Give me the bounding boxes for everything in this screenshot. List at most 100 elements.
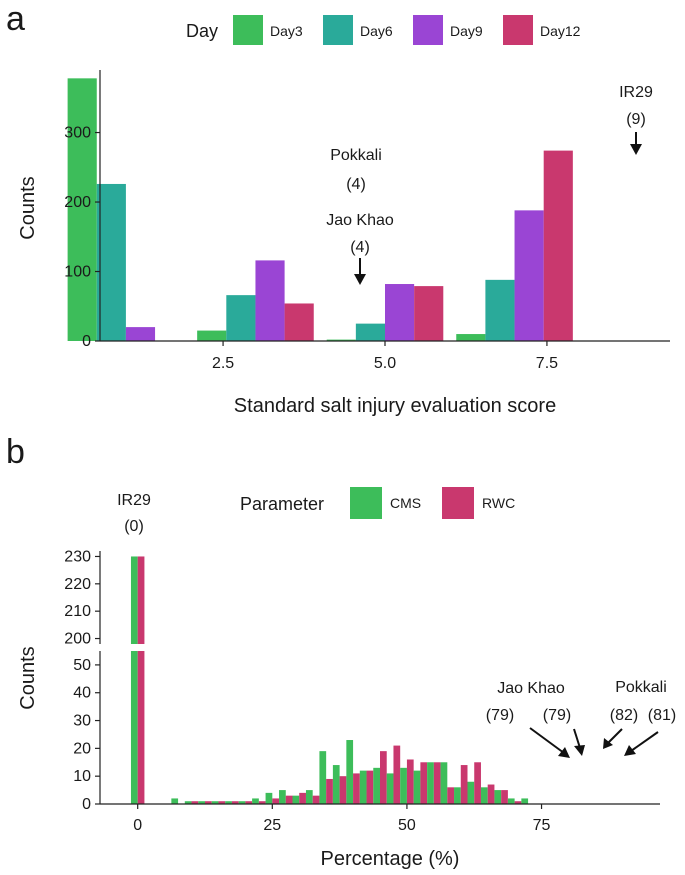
bar-cms-pct-65: [480, 787, 488, 804]
annot-jaokhao-b-arrow1: [529, 727, 565, 754]
bar-rwc-pct-0-lower: [137, 651, 145, 804]
bar-cms-pct-45: [373, 767, 380, 804]
annot-ir29-label: IR29: [619, 84, 653, 101]
bar-rwc-pct-55: [433, 762, 441, 804]
bar-rwc-pct-22.5: [258, 801, 266, 804]
bar-rwc-pct-60: [460, 765, 468, 804]
plot-b-ytick-label: 40: [73, 685, 91, 702]
plot-b-ytick-label: 50: [73, 657, 91, 674]
legend-day-title: Day: [186, 21, 218, 41]
bar-cms-pct-72.5: [521, 798, 529, 804]
bar-cms-pct-10: [184, 801, 192, 804]
bar-rwc-pct-57.5: [447, 787, 455, 804]
legend-swatch-day6: [323, 15, 353, 45]
annot-jaokhao-b-arrow2: [573, 728, 581, 749]
annot-ir29-arrowhead: [630, 144, 642, 155]
bar-rwc-pct-20: [245, 801, 253, 804]
bar-cms-pct-52.5: [413, 770, 421, 804]
bar-cms-pct-20: [238, 801, 246, 804]
bar-day3-score-7: [456, 334, 486, 341]
bar-cms-pct-60: [454, 787, 461, 804]
plot-a-ytick-label: 200: [64, 194, 91, 211]
legend-label-day9: Day9: [450, 23, 483, 39]
bar-rwc-pct-65: [487, 784, 495, 804]
plot-b-ylabel: Counts: [17, 646, 39, 709]
annot-jaokhao-a-label: Jao Khao: [326, 212, 394, 229]
panel-a-letter: a: [6, 0, 25, 38]
bar-cms-pct-17.5: [225, 801, 232, 804]
legend-parameter-title: Parameter: [240, 494, 324, 514]
bar-rwc-pct-50: [406, 759, 414, 804]
plot-b-xlabel: Percentage (%): [321, 848, 460, 870]
bar-rwc-pct-70: [514, 801, 522, 804]
annot-pokkali-b-arrow1: [607, 728, 623, 744]
plot-b-upper-ytick-label: 220: [64, 576, 91, 593]
bar-rwc-pct-67.5: [501, 790, 508, 804]
annot-pokkali-a-label: Pokkali: [330, 147, 382, 164]
plot-a-ylabel: Counts: [17, 176, 39, 239]
panel-b-letter: b: [6, 433, 25, 471]
annot-jaokhao-a-arrowhead: [354, 274, 366, 285]
annot-ir29-b-label: IR29: [117, 492, 151, 509]
bar-rwc-pct-37.5: [339, 776, 347, 804]
bar-cms-pct-37.5: [332, 765, 340, 804]
annot-pokkali-b-arrowhead2: [624, 745, 636, 756]
bar-rwc-pct-62.5: [474, 762, 481, 804]
bar-cms-pct-67.5: [494, 790, 502, 804]
legend-swatch-cms: [350, 487, 382, 519]
bar-day6-score-1: [96, 183, 126, 341]
legend-swatch-day9: [413, 15, 443, 45]
bar-rwc-pct-32.5: [312, 795, 320, 804]
plot-b-bars: [130, 556, 529, 804]
bar-day6-score-7: [485, 279, 515, 341]
legend-swatch-rwc: [442, 487, 474, 519]
bar-rwc-pct-15: [218, 801, 226, 804]
bar-cms-pct-40: [346, 740, 354, 804]
bar-cms-pct-0-lower: [130, 651, 138, 804]
plot-b-upper-ytick-label: 210: [64, 603, 91, 620]
plot-a-ytick-label: 100: [64, 264, 91, 281]
plot-b-xtick-label: 25: [263, 817, 281, 834]
plot-a: 0 100 200 300 2.5 5.0 7.5: [64, 70, 670, 372]
bar-rwc-pct-30: [299, 792, 306, 804]
annot-pokkali-b-value2: (81): [648, 707, 676, 724]
plot-b-xtick-label: 0: [133, 817, 142, 834]
plot-b-ticks: 0 10 20 30 40 50 200 210 220 230 0 25 50 75: [64, 548, 550, 834]
bar-rwc-pct-0-upper: [137, 556, 145, 644]
bar-day12-score-5: [414, 286, 444, 341]
plot-a-xtick-label: 5.0: [374, 355, 396, 372]
plot-a-xtick-label: 2.5: [212, 355, 234, 372]
plot-a-ytick-label: 300: [64, 125, 91, 142]
plot-b-upper-ytick-label: 200: [64, 631, 91, 648]
annot-jaokhao-b-value1: (79): [486, 707, 514, 724]
bar-rwc-pct-12.5: [205, 801, 212, 804]
bar-cms-pct-47.5: [386, 773, 394, 804]
bar-cms-pct-25: [265, 792, 273, 804]
plot-a-xlabel: Standard salt injury evaluation score: [234, 395, 556, 417]
bar-cms-pct-30: [292, 795, 300, 804]
plot-b-ytick-label: 20: [73, 740, 91, 757]
annot-pokkali-b-value1: (82): [610, 707, 638, 724]
bar-day12-score-3: [284, 303, 314, 341]
legend-day: Day Day3 Day6 Day9 Day12: [186, 15, 581, 45]
bar-day6-score-5: [355, 323, 385, 341]
plot-b-ytick-label: 10: [73, 768, 91, 785]
plot-a-ticks: 0 100 200 300 2.5 5.0 7.5: [64, 125, 558, 372]
bar-cms-pct-27.5: [279, 790, 286, 804]
plot-b-ytick-label: 30: [73, 713, 91, 730]
legend-swatch-day12: [503, 15, 533, 45]
annot-jaokhao-b-label: Jao Khao: [497, 680, 565, 697]
annot-ir29-value: (9): [626, 111, 646, 128]
bar-day12-score-7: [543, 150, 573, 341]
legend-label-cms: CMS: [390, 495, 421, 511]
plot-b-xtick-label: 75: [533, 817, 551, 834]
annot-ir29-b-value: (0): [124, 518, 144, 535]
bar-cms-pct-50: [400, 767, 407, 804]
bar-day3-score-5: [326, 339, 356, 341]
bar-day3-score-3: [197, 330, 227, 341]
bar-cms-pct-32.5: [305, 790, 313, 804]
bar-rwc-pct-52.5: [420, 762, 428, 804]
bar-cms-pct-57.5: [440, 762, 448, 804]
bar-cms-pct-70: [507, 798, 515, 804]
bar-day9-score-7: [514, 210, 544, 341]
